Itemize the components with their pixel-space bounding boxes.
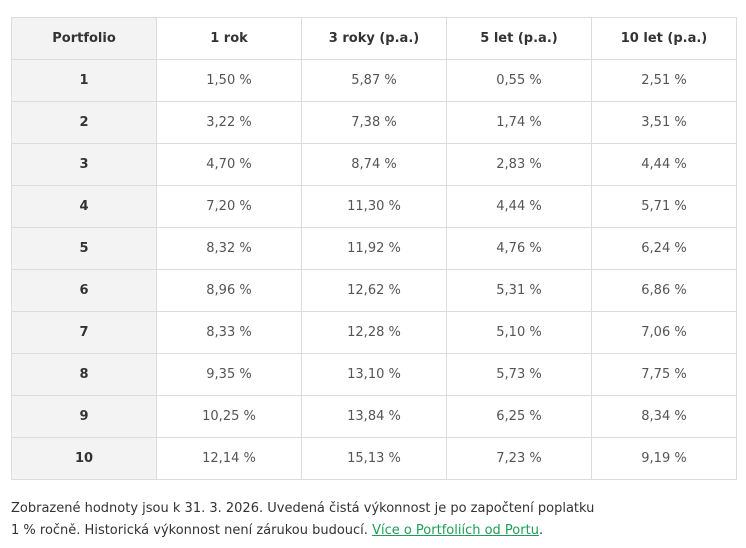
- table-cell: 10,25 %: [156, 395, 302, 438]
- table-cell: 5,71 %: [591, 185, 737, 228]
- table-row: 2 3,22 % 7,38 % 1,74 % 3,51 %: [11, 101, 737, 144]
- footnote-line: Zobrazené hodnoty jsou k 31. 3. 2026. Uv…: [11, 501, 595, 516]
- header-cell: Portfolio: [11, 17, 157, 60]
- table-cell: 5,31 %: [446, 269, 592, 312]
- table-cell: 4,44 %: [591, 143, 737, 186]
- table-cell: 12,62 %: [301, 269, 447, 312]
- table-cell: 7,75 %: [591, 353, 737, 396]
- table-row: 7 8,33 % 12,28 % 5,10 % 7,06 %: [11, 311, 737, 354]
- table-cell: 8,34 %: [591, 395, 737, 438]
- table-cell: 11,30 %: [301, 185, 447, 228]
- table-cell: 1,74 %: [446, 101, 592, 144]
- table-row: 4 7,20 % 11,30 % 4,44 % 5,71 %: [11, 185, 737, 228]
- table-cell: 13,84 %: [301, 395, 447, 438]
- table-cell: 0,55 %: [446, 59, 592, 102]
- table-cell: 4,44 %: [446, 185, 592, 228]
- table-cell: 6,86 %: [591, 269, 737, 312]
- table-cell: 8,33 %: [156, 311, 302, 354]
- table-cell: 5,10 %: [446, 311, 592, 354]
- table-cell: 2,83 %: [446, 143, 592, 186]
- header-cell: 10 let (p.a.): [591, 17, 737, 60]
- header-row: Portfolio 1 rok 3 roky (p.a.) 5 let (p.a.) 1…: [11, 17, 737, 60]
- row-label: 6: [11, 269, 157, 312]
- table-row: 9 10,25 % 13,84 % 6,25 % 8,34 %: [11, 395, 737, 438]
- footnote-line: 1 % ročně. Historická výkonnost není zár…: [11, 523, 368, 538]
- footnote: Zobrazené hodnoty jsou k 31. 3. 2026. Uv…: [11, 498, 594, 542]
- row-label: 4: [11, 185, 157, 228]
- table-cell: 2,51 %: [591, 59, 737, 102]
- table-cell: 9,35 %: [156, 353, 302, 396]
- table-cell: 7,38 %: [301, 101, 447, 144]
- row-label: 3: [11, 143, 157, 186]
- table-cell: 6,24 %: [591, 227, 737, 270]
- table-cell: 5,73 %: [446, 353, 592, 396]
- row-label: 10: [11, 437, 157, 480]
- table-cell: 13,10 %: [301, 353, 447, 396]
- table-cell: 1,50 %: [156, 59, 302, 102]
- header-cell: 5 let (p.a.): [446, 17, 592, 60]
- table-cell: 12,28 %: [301, 311, 447, 354]
- table-cell: 11,92 %: [301, 227, 447, 270]
- row-label: 2: [11, 101, 157, 144]
- table-cell: 7,23 %: [446, 437, 592, 480]
- table-body: 1 1,50 % 5,87 % 0,55 % 2,51 % 2 3,22 % 7,38 % 1,…: [11, 59, 737, 480]
- header-cell: 1 rok: [156, 17, 302, 60]
- row-label: 9: [11, 395, 157, 438]
- table-cell: 9,19 %: [591, 437, 737, 480]
- table-row: 8 9,35 % 13,10 % 5,73 % 7,75 %: [11, 353, 737, 396]
- table-cell: 12,14 %: [156, 437, 302, 480]
- table-cell: 3,51 %: [591, 101, 737, 144]
- row-label: 7: [11, 311, 157, 354]
- table-row: 5 8,32 % 11,92 % 4,76 % 6,24 %: [11, 227, 737, 270]
- header-cell: 3 roky (p.a.): [301, 17, 447, 60]
- table-cell: 4,70 %: [156, 143, 302, 186]
- table-cell: 7,06 %: [591, 311, 737, 354]
- table-cell: 8,74 %: [301, 143, 447, 186]
- table-row: 10 12,14 % 15,13 % 7,23 % 9,19 %: [11, 437, 737, 480]
- table-row: 1 1,50 % 5,87 % 0,55 % 2,51 %: [11, 59, 737, 102]
- performance-table: Portfolio 1 rok 3 roky (p.a.) 5 let (p.a.) 1…: [11, 17, 737, 480]
- row-label: 5: [11, 227, 157, 270]
- table-cell: 6,25 %: [446, 395, 592, 438]
- table-cell: 3,22 %: [156, 101, 302, 144]
- table-cell: 5,87 %: [301, 59, 447, 102]
- footnote-link[interactable]: Více o Portfoliích od Portu: [372, 523, 539, 538]
- table-row: 6 8,96 % 12,62 % 5,31 % 6,86 %: [11, 269, 737, 312]
- row-label: 8: [11, 353, 157, 396]
- row-label: 1: [11, 59, 157, 102]
- table-cell: 15,13 %: [301, 437, 447, 480]
- table-cell: 8,96 %: [156, 269, 302, 312]
- table-cell: 7,20 %: [156, 185, 302, 228]
- table-row: 3 4,70 % 8,74 % 2,83 % 4,44 %: [11, 143, 737, 186]
- footnote-end: .: [538, 523, 544, 538]
- table-cell: 8,32 %: [156, 227, 302, 270]
- table-cell: 4,76 %: [446, 227, 592, 270]
